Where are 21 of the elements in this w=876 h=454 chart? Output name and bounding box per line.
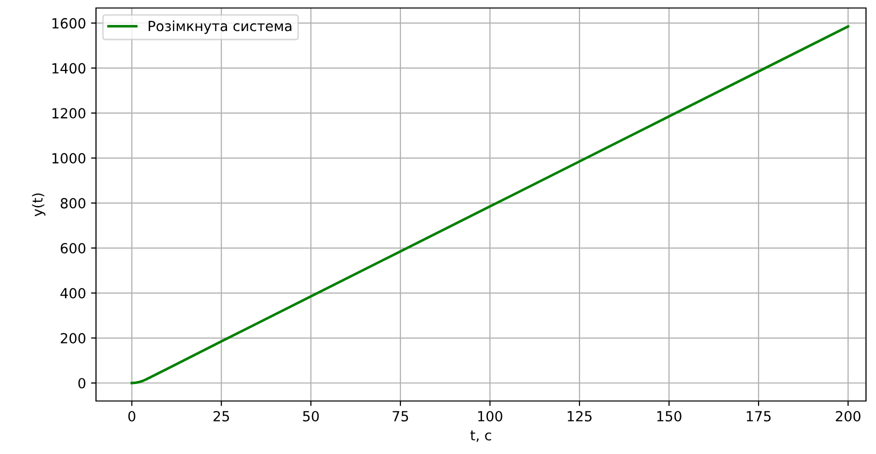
y-tick-label: 1200	[52, 108, 86, 119]
x-tick-label: 150	[657, 410, 682, 422]
y-tick-label: 0	[78, 378, 86, 388]
x-tick-label: 25	[214, 410, 229, 422]
y-tick-label: 600	[60, 243, 86, 254]
legend-label: Розімкнута система	[148, 20, 292, 34]
x-tick-label: 50	[303, 410, 319, 422]
x-tick-label: 200	[836, 410, 860, 422]
x-tick-label: 175	[746, 411, 771, 422]
y-tick-label: 1600	[52, 18, 86, 29]
x-axis-title: t, с	[470, 430, 492, 442]
y-tick-label: 800	[60, 198, 86, 209]
y-tick-label: 1400	[52, 63, 86, 74]
x-tick-label: 100	[478, 410, 502, 422]
y-tick-label: 400	[60, 288, 86, 298]
x-tick-label: 125	[568, 410, 592, 422]
y-tick-label: 1000	[52, 153, 86, 164]
x-tick-label: 0	[128, 410, 136, 422]
y-axis-title: y(t)	[32, 193, 46, 216]
y-tick-label: 200	[60, 332, 86, 344]
x-tick-label: 75	[392, 411, 408, 422]
